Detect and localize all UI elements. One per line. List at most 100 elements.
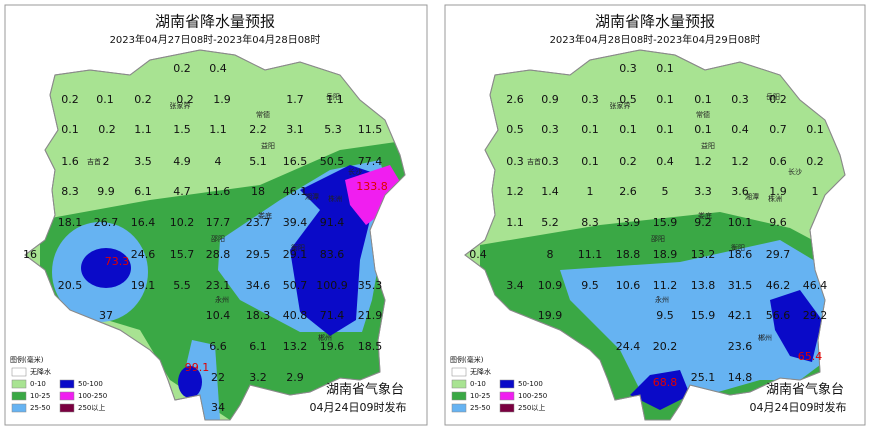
station-value: 16.4 [131, 216, 156, 229]
city-label: 永州 [655, 295, 669, 304]
city-label: 娄底 [698, 211, 712, 220]
city-label: 永州 [215, 295, 229, 304]
area-50-100 [178, 366, 202, 398]
legend-swatch [499, 391, 515, 401]
station-value: 6.1 [249, 340, 267, 353]
station-value: 14.8 [728, 371, 753, 384]
station-value: 0.5 [619, 93, 637, 106]
station-value: 10.2 [170, 216, 195, 229]
station-value: 1.6 [61, 155, 79, 168]
station-value: 5.2 [541, 216, 559, 229]
station-value: 100.9 [316, 279, 348, 292]
city-label: 株洲 [328, 194, 342, 203]
legend-swatch [451, 391, 467, 401]
station-value: 15.7 [170, 248, 195, 261]
station-value: 1.2 [506, 185, 524, 198]
legend-label: 100-250 [78, 392, 107, 400]
station-value: 5 [662, 185, 669, 198]
station-value: 3.5 [134, 155, 152, 168]
station-value: 77.4 [358, 155, 383, 168]
station-value: 1.4 [541, 185, 559, 198]
station-value: 133.8 [356, 180, 388, 193]
station-value: 0.2 [173, 62, 191, 75]
station-value: 28.8 [206, 248, 231, 261]
station-value: 1.7 [286, 93, 304, 106]
station-value: 0.5 [506, 123, 524, 136]
area-50-100 [630, 370, 690, 410]
station-value: 10.4 [206, 309, 231, 322]
station-value: 34 [211, 401, 225, 414]
station-value: 13.9 [616, 216, 641, 229]
station-value: 18 [251, 185, 265, 198]
station-value: 39.4 [283, 216, 308, 229]
station-value: 11.2 [653, 279, 678, 292]
agency: 湖南省气象台 [326, 382, 404, 398]
legend-label: 0-10 [470, 380, 486, 388]
station-value: 0.3 [581, 93, 599, 106]
station-value: 0.9 [541, 93, 559, 106]
station-value: 17.7 [206, 216, 231, 229]
station-value: 19.6 [320, 340, 345, 353]
city-label: 长沙 [788, 167, 802, 176]
city-label: 衡阳 [731, 243, 745, 252]
legend-label: 0-10 [30, 380, 46, 388]
station-value: 19.9 [538, 309, 563, 322]
station-value: 18.6 [728, 248, 753, 261]
station-value: 3.2 [249, 371, 267, 384]
city-label: 湘潭 [745, 192, 759, 201]
station-value: 0.2 [806, 155, 824, 168]
legend-label: 250以上 [518, 403, 545, 412]
station-value: 0.2 [769, 93, 787, 106]
station-value: 25.1 [691, 371, 716, 384]
station-value: 29.1 [283, 248, 308, 261]
station-value: 35.3 [358, 279, 383, 292]
station-value: 8.3 [61, 185, 79, 198]
area-25-50 [560, 240, 840, 400]
city-label: 邵阳 [211, 234, 225, 243]
station-value: 4 [215, 155, 222, 168]
legend-swatch [451, 379, 467, 389]
station-value: 31.5 [728, 279, 753, 292]
city-label: 岳阳 [766, 92, 780, 101]
station-value: 37 [99, 309, 113, 322]
city-label: 张家界 [610, 101, 631, 110]
station-value: 0.1 [581, 123, 599, 136]
city-label: 衡阳 [291, 243, 305, 252]
station-value: 18.9 [653, 248, 678, 261]
station-value: 1.9 [769, 185, 787, 198]
station-value: 22 [211, 371, 225, 384]
legend-swatch [11, 367, 27, 377]
station-value: 1.1 [209, 123, 227, 136]
station-value: 1.1 [506, 216, 524, 229]
station-value: 6.6 [209, 340, 227, 353]
station-value: 15.9 [691, 309, 716, 322]
legend-swatch [59, 391, 75, 401]
station-value: 50.7 [283, 279, 308, 292]
station-value: 6.1 [134, 185, 152, 198]
station-value: 65.4 [798, 350, 823, 363]
station-value: 9.5 [581, 279, 599, 292]
station-value: 91.4 [320, 216, 345, 229]
station-value: 1.9 [213, 93, 231, 106]
station-value: 29.5 [246, 248, 271, 261]
station-value: 11.1 [578, 248, 603, 261]
station-value: 46.1 [283, 185, 308, 198]
station-value: 0.1 [806, 123, 824, 136]
station-value: 0.1 [694, 123, 712, 136]
station-value: 13.2 [283, 340, 308, 353]
city-label: 益阳 [261, 141, 275, 150]
legend-swatch [11, 379, 27, 389]
legend-label: 250以上 [78, 403, 105, 412]
station-value: 2.6 [619, 185, 637, 198]
map-subtitle: 2023年04月28日08时-2023年04月29日08时 [550, 33, 761, 46]
city-label: 郴州 [318, 333, 332, 342]
station-value: 8.3 [581, 216, 599, 229]
station-value: 0.1 [61, 123, 79, 136]
station-value: 0.6 [769, 155, 787, 168]
station-value: 1 [812, 185, 819, 198]
legend-swatch [451, 403, 467, 413]
station-value: 0.7 [769, 123, 787, 136]
station-value: 29.2 [803, 309, 828, 322]
station-value: 56.6 [766, 309, 791, 322]
